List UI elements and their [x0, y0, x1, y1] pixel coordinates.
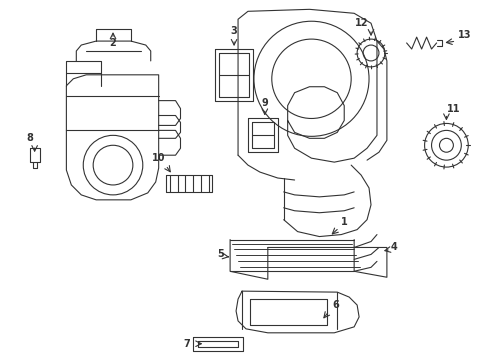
Text: 3: 3	[230, 26, 237, 36]
Text: 5: 5	[216, 249, 223, 260]
Text: 1: 1	[340, 217, 347, 227]
Text: 6: 6	[331, 300, 338, 310]
Text: 7: 7	[183, 339, 189, 349]
Text: 9: 9	[261, 98, 268, 108]
Text: 2: 2	[109, 38, 116, 48]
Text: 13: 13	[457, 30, 470, 40]
Text: 4: 4	[389, 243, 396, 252]
Text: 11: 11	[446, 104, 459, 113]
Text: 8: 8	[26, 133, 33, 143]
Text: 10: 10	[152, 153, 165, 163]
Text: 12: 12	[355, 18, 368, 28]
